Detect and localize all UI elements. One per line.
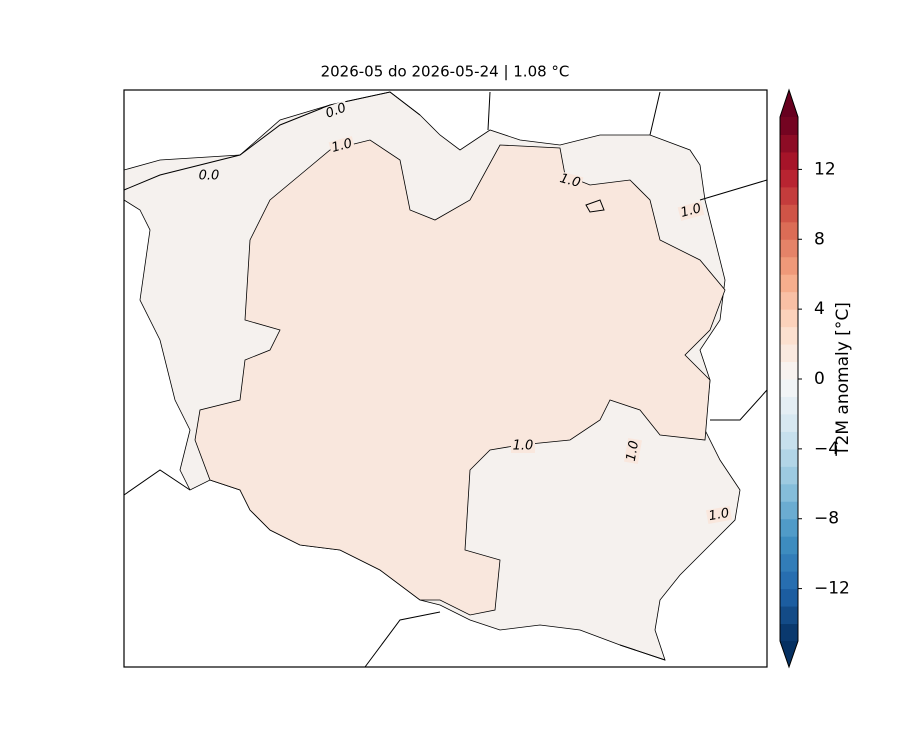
colorbar-band <box>780 134 798 153</box>
colorbar-band <box>780 186 798 205</box>
colorbar-tick-label: 8 <box>814 229 825 249</box>
contour-label: 1.0 <box>624 440 642 463</box>
colorbar-band <box>780 379 798 397</box>
colorbar-tick-label: 4 <box>814 299 825 319</box>
contour-label: 1.0 <box>558 171 582 191</box>
contour-label: 1.0 <box>708 506 731 524</box>
colorbar-band <box>780 396 798 415</box>
contour-label-bg <box>197 169 221 183</box>
map-frame <box>123 89 768 668</box>
borders <box>123 91 768 668</box>
contour-label: 0.0 <box>199 169 220 184</box>
contour-label-bg <box>328 136 356 156</box>
colorbar-band <box>780 448 798 467</box>
colorbar-band <box>780 483 798 502</box>
colorbar-tick-label: −4 <box>814 439 839 459</box>
colorbar-band <box>780 239 798 258</box>
colorbar-band <box>780 256 798 275</box>
colorbar-band <box>780 204 798 223</box>
colorbar-band <box>780 571 798 590</box>
colorbar-band <box>780 221 798 240</box>
colorbar-band <box>780 553 798 572</box>
colorbar-band <box>780 291 798 310</box>
colorbar-tick-label: −8 <box>814 509 839 529</box>
colorbar-label: T2M anomaly [°C] <box>833 302 853 457</box>
contour-label: 0.0 <box>324 100 349 121</box>
contour-label: 1.0 <box>679 201 703 221</box>
colorbar-band <box>780 431 798 450</box>
contour-label: 1.0 <box>330 136 354 156</box>
colorbar-extend-min <box>780 641 798 667</box>
anomaly-region-high <box>194 139 726 616</box>
contour-label-bg <box>511 439 535 453</box>
colorbar-band <box>780 151 798 170</box>
colorbar-tick-label: 0 <box>814 369 825 389</box>
colorbar-band <box>780 606 798 625</box>
colorbar-band <box>780 169 798 188</box>
colorbar-band <box>780 466 798 485</box>
contour-label-bg <box>624 437 642 465</box>
colorbar-band <box>780 274 798 293</box>
colorbar-tick-label: 12 <box>814 159 836 179</box>
colorbar-band <box>780 309 798 328</box>
colorbar-band <box>780 413 798 432</box>
colorbar-band <box>780 344 798 363</box>
contour-label-bg <box>322 100 350 122</box>
colorbar-band <box>780 588 798 607</box>
colorbar-tick-label: −12 <box>814 579 850 599</box>
coastline <box>123 91 421 191</box>
contour-label-bg <box>556 171 584 191</box>
colorbar-band <box>780 501 798 520</box>
contour-label: 1.0 <box>513 439 534 454</box>
colorbar-outline <box>779 88 799 669</box>
colorbar-band <box>780 518 798 537</box>
contour-label-bg <box>677 201 705 221</box>
colorbar-band <box>780 117 798 135</box>
colorbar-band <box>780 361 798 380</box>
colorbar-band <box>780 536 798 555</box>
colorbar-band <box>780 326 798 345</box>
map-title: 2026-05 do 2026-05-24 | 1.08 °C <box>321 63 570 81</box>
colorbar-band <box>780 623 798 642</box>
contour-label-bg <box>705 506 733 524</box>
colorbar-extend-max <box>780 90 798 117</box>
